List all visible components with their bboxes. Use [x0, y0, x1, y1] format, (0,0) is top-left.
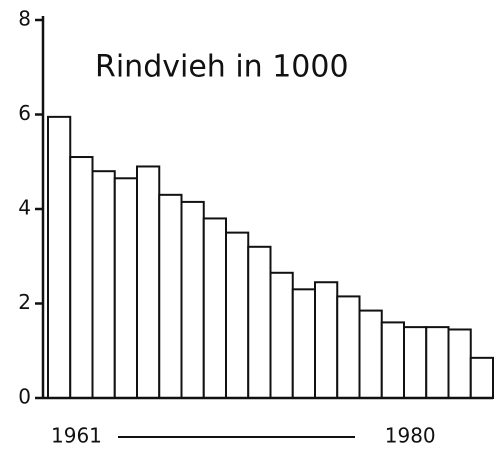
bar [425, 326, 450, 399]
bar [180, 200, 205, 399]
bar [69, 156, 94, 399]
bar [447, 328, 472, 399]
chart-title: Rindvieh in 1000 [95, 50, 349, 85]
y-tick-label: 0 [18, 385, 31, 409]
y-tick-label: 6 [18, 101, 31, 125]
bar [136, 165, 161, 399]
bar [314, 281, 339, 399]
bar [291, 288, 316, 400]
bar [269, 271, 294, 400]
x-tick-label: 1961 [51, 424, 102, 448]
bar [403, 326, 428, 399]
bar [358, 309, 383, 399]
bar [47, 115, 72, 400]
y-tick-label: 8 [18, 7, 31, 31]
bar [247, 245, 272, 399]
bar [113, 177, 138, 399]
bar [158, 193, 183, 399]
y-tick-label: 2 [18, 290, 31, 314]
y-tick-label: 4 [18, 196, 31, 220]
bar [225, 231, 250, 399]
bar [336, 295, 361, 400]
bar [380, 321, 405, 399]
bar [469, 356, 494, 399]
x-tick-label: 1980 [385, 424, 436, 448]
bar [91, 170, 116, 399]
bar [202, 217, 227, 399]
